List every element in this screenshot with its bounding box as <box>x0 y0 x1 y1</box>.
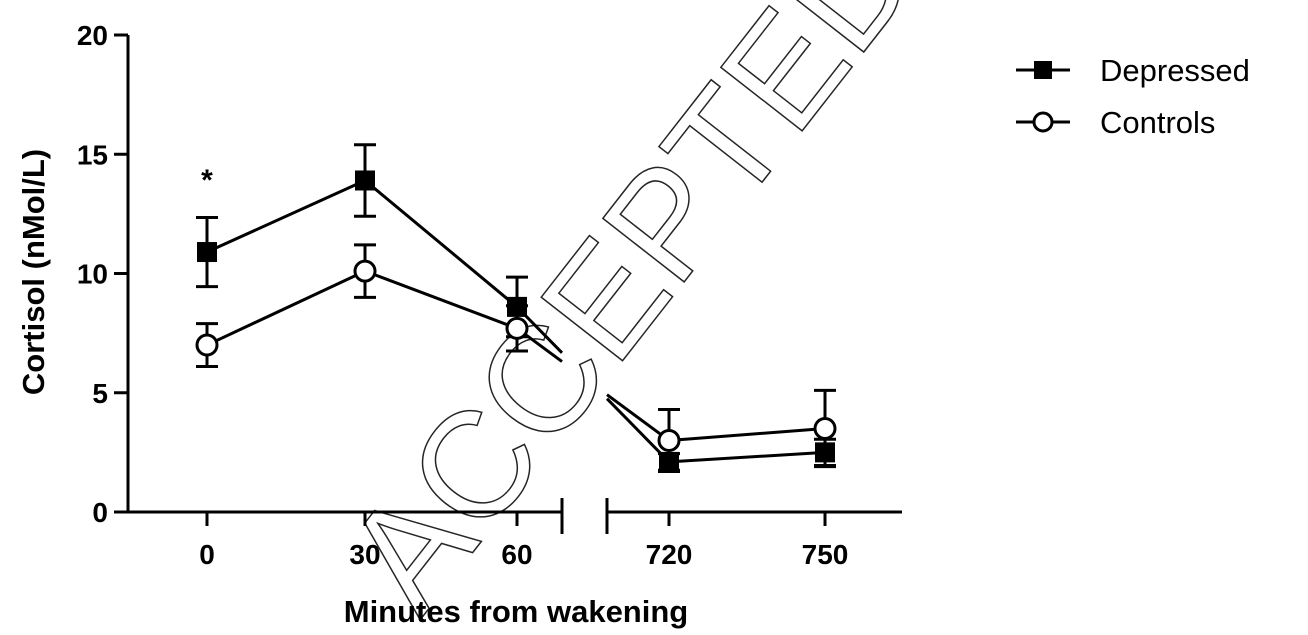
series-line-segment <box>206 179 366 254</box>
data-point-circle <box>813 417 837 441</box>
legend-label: Controls <box>1100 105 1215 140</box>
plot-area: * <box>195 143 837 473</box>
y-tick-label: 20 <box>77 20 108 51</box>
y-tick-label: 10 <box>77 259 108 290</box>
y-axis-title: Cortisol (nMol/L) <box>16 149 51 395</box>
data-point-square <box>355 170 375 191</box>
data-point-circle <box>195 333 219 357</box>
y-tick-label: 15 <box>77 139 108 170</box>
series-line-segment <box>606 393 670 442</box>
x-tick-label: 30 <box>349 539 380 570</box>
y-tick-label: 0 <box>92 497 108 528</box>
series-line-segment <box>364 179 518 309</box>
series-line-segment <box>605 397 671 463</box>
significance-annotation: * <box>201 164 213 197</box>
series-line-segment <box>668 450 826 464</box>
series-line-segment <box>364 269 518 330</box>
legend-marker-square <box>1034 61 1052 79</box>
x-tick-label: 750 <box>802 539 849 570</box>
x-tick-label: 0 <box>199 539 215 570</box>
y-tick-label: 5 <box>92 378 108 409</box>
series-controls <box>195 243 837 473</box>
data-point-square <box>197 242 217 263</box>
x-tick-label: 60 <box>501 539 532 570</box>
series-line-segment <box>668 427 826 442</box>
axes: 0 5 10 15 20 0 30 60 720 750 <box>77 20 902 570</box>
data-point-circle <box>657 428 681 452</box>
data-point-circle <box>353 259 377 283</box>
data-point-circle <box>505 316 529 340</box>
legend-marker-circle <box>1032 111 1054 133</box>
x-axis-title: Minutes from wakening <box>344 594 688 629</box>
legend: Depressed Controls <box>1016 53 1250 140</box>
series-line-segment <box>206 269 366 347</box>
x-tick-label: 720 <box>646 539 693 570</box>
legend-label: Depressed <box>1100 53 1250 88</box>
